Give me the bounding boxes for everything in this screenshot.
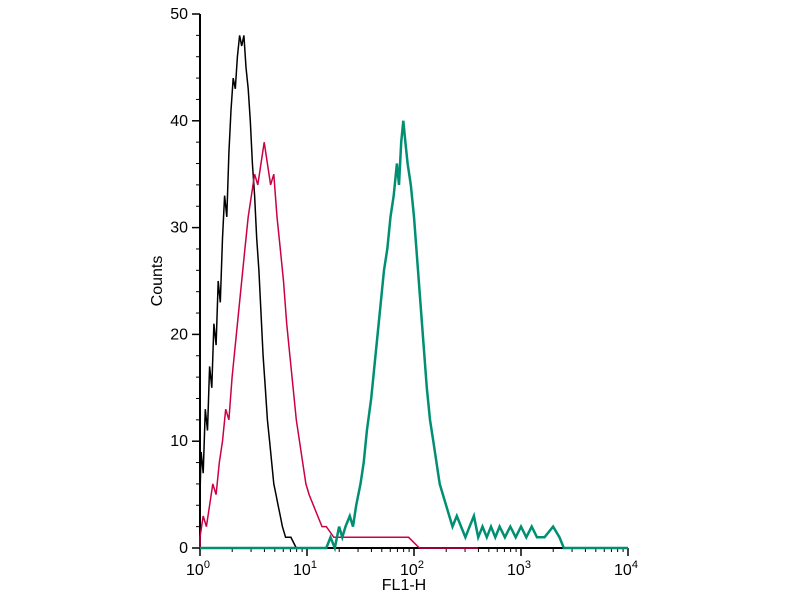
x-tick-label: 101	[293, 559, 317, 579]
series-black-trace	[199, 35, 297, 549]
series-group	[199, 35, 628, 553]
axes: 0 10 20 30 40 50 100 101 102 103 104 FL1-H Counts	[149, 6, 638, 594]
y-tick-label: 10	[170, 433, 188, 450]
y-tick-label: 40	[170, 113, 188, 130]
x-tick-label: 104	[614, 559, 638, 579]
y-tick-label: 20	[170, 326, 188, 343]
series-red-trace	[199, 142, 479, 549]
y-tick-label: 30	[170, 220, 188, 237]
x-tick-label: 102	[400, 559, 424, 579]
y-axis-title: Counts	[149, 256, 166, 307]
y-tick-label: 0	[179, 540, 188, 557]
x-tick-label: 100	[186, 559, 210, 579]
series-teal-trace	[200, 120, 628, 553]
x-tick-label: 103	[507, 559, 531, 579]
y-tick-label: 50	[170, 6, 188, 23]
x-axis-title: FL1-H	[382, 577, 426, 594]
